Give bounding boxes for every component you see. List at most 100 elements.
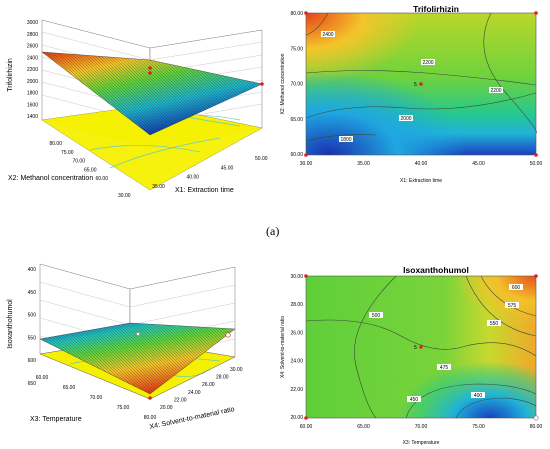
y-tick-label: 80.00	[290, 11, 303, 17]
x-tick-label: 70.00	[90, 395, 103, 401]
z-tick-label: 550	[28, 335, 37, 341]
x-tick-label: 70.00	[415, 424, 428, 430]
x-tick-label: 40.00	[187, 175, 200, 181]
y-axis-label: X2: Methanol concentration	[280, 53, 286, 114]
contour-label-box	[489, 87, 503, 93]
panel-letter: (a)	[266, 224, 280, 238]
y-tick-label: 26.00	[290, 330, 303, 336]
contour-label: 575	[508, 303, 517, 309]
contour-label: 475	[440, 365, 449, 371]
design-point	[304, 11, 308, 15]
x-tick-label: 65.00	[357, 424, 370, 430]
z-tick-label: 1800	[27, 91, 38, 97]
x-tick-label: 65.00	[63, 385, 76, 391]
x-tick-label: 45.00	[221, 165, 234, 171]
y-tick-label: 60.00	[95, 176, 108, 182]
x-tick-label: 75.00	[472, 424, 485, 430]
z-tick-label: 2000	[27, 79, 38, 85]
design-point	[304, 153, 308, 157]
isoxanthohumol-surface-plot: 400 450 500 550 600 650 Isoxanthohumol 60.00 6…	[7, 263, 243, 431]
contour-label-box	[505, 302, 519, 308]
z-tick-label: 3000	[27, 20, 38, 26]
contour-label: 600	[512, 285, 521, 291]
y-tick-label: 60.00	[290, 152, 303, 158]
z-tick-label: 2200	[27, 67, 38, 73]
x-axis-label: X1: Extraction time	[175, 187, 234, 194]
x-axis-label: X3: Temperature	[403, 440, 440, 446]
z-tick-label: 2800	[27, 32, 38, 38]
z-tick-label: 1400	[27, 114, 38, 120]
x-tick-label: 40.00	[415, 161, 428, 167]
x-tick-label: 35.00	[357, 161, 370, 167]
x-tick-label: 30.00	[300, 161, 313, 167]
y-tick-label: 30.00	[230, 367, 243, 373]
contour-label: 1800	[340, 137, 351, 143]
contour-label-box	[437, 364, 451, 370]
center-point	[419, 345, 423, 349]
y-tick-label: 70.00	[72, 159, 85, 165]
design-point	[533, 415, 539, 421]
x-tick-label: 80.00	[144, 415, 157, 421]
y-tick-label: 20.00	[290, 415, 303, 421]
x-tick-label: 60.00	[300, 424, 313, 430]
contour-label: 2200	[490, 88, 501, 94]
z-tick-label: 450	[28, 290, 37, 296]
x-tick-label: 50.00	[255, 156, 268, 162]
x-tick-label: 50.00	[530, 161, 543, 167]
y-tick-label: 70.00	[290, 82, 303, 88]
center-point-label: 5	[414, 345, 417, 351]
trifolirhizin-contour-plot: Trifolirhizin 2400 2200 2200 2000 1800 5 30.…	[280, 4, 543, 184]
contour-label-box	[407, 396, 421, 402]
design-point	[260, 82, 264, 86]
contour-label: 500	[372, 313, 381, 319]
z-tick-label: 650	[28, 381, 37, 387]
contour-label-box	[321, 31, 335, 37]
design-point	[304, 416, 308, 420]
y-tick-label: 20.00	[160, 405, 173, 411]
y-tick-label: 22.00	[290, 387, 303, 393]
design-point	[534, 11, 538, 15]
z-tick-label: 1600	[27, 102, 38, 108]
y-tick-label: 22.00	[174, 397, 187, 403]
isoxanthohumol-contour-plot: Isoxanthohumol 600 575 550 500 475 450 400 5 6…	[280, 265, 542, 446]
contour-label: 2200	[422, 60, 433, 66]
z-tick-label: 2600	[27, 44, 38, 50]
x-tick-label: 60.00	[36, 375, 49, 381]
chart-title: Isoxanthohumol	[403, 265, 469, 275]
y-tick-label: 30.00	[290, 274, 303, 280]
trifolirhizin-surface-plot: 3000 2800 2600 2400 2200 2000 1800 1600 1400 Tri…	[7, 19, 268, 199]
design-point	[225, 332, 231, 338]
z-axis-label: Trifolirhizin	[7, 58, 14, 92]
contour-label: 450	[410, 397, 419, 403]
chart-title: Trifolirhizin	[413, 4, 459, 14]
design-point	[148, 66, 152, 70]
contour-label-box	[339, 136, 353, 142]
contour-label-box	[421, 59, 435, 65]
y-tick-label: 75.00	[61, 150, 74, 156]
z-tick-label: 500	[28, 313, 37, 319]
design-point	[148, 71, 152, 75]
y-tick-label: 28.00	[290, 302, 303, 308]
y-tick-label: 80.00	[49, 141, 62, 147]
design-point	[534, 274, 538, 278]
z-tick-label: 600	[28, 358, 37, 364]
contour-label-box	[369, 312, 383, 318]
x-tick-label: 30.00	[118, 193, 131, 199]
z-tick-label: 400	[28, 267, 37, 273]
contour-label: 550	[490, 321, 499, 327]
x-axis-label: X1: Extraction time	[400, 178, 442, 184]
design-point	[148, 396, 152, 400]
y-tick-label: 24.00	[290, 359, 303, 365]
y-tick-label: 26.00	[202, 382, 215, 388]
y-tick-label: 65.00	[84, 167, 97, 173]
center-point-label: 5	[414, 82, 417, 88]
design-point	[534, 153, 538, 157]
contour-label-box	[399, 115, 413, 121]
contour-label-box	[471, 392, 485, 398]
x-tick-label: 35.00	[152, 184, 165, 190]
center-point	[419, 82, 423, 86]
contour-label: 400	[474, 393, 483, 399]
y-axis-label: X4: Solvent-to-material ratio	[280, 316, 286, 378]
z-tick-label: 2400	[27, 55, 38, 61]
y-tick-label: 75.00	[290, 46, 303, 52]
